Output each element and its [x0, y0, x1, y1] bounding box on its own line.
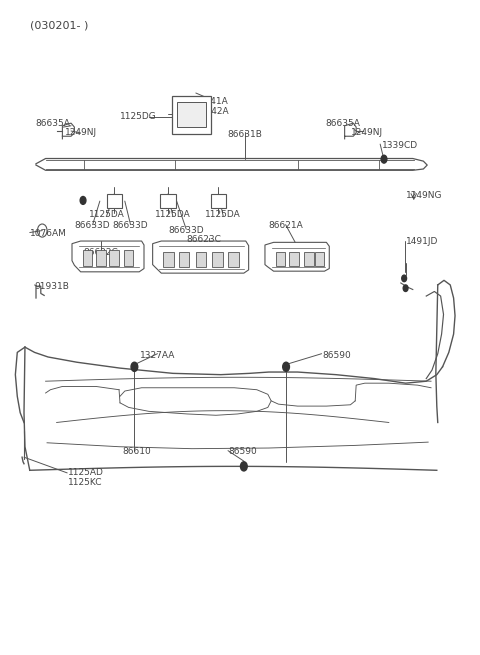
- Text: 86635A: 86635A: [326, 119, 360, 128]
- Bar: [212, 252, 223, 267]
- Text: 86623C: 86623C: [187, 234, 221, 244]
- Circle shape: [240, 462, 247, 471]
- Bar: [304, 252, 314, 266]
- Text: 1125DA: 1125DA: [155, 210, 191, 219]
- Bar: [83, 250, 92, 266]
- Bar: [179, 252, 189, 267]
- Polygon shape: [265, 242, 329, 271]
- Polygon shape: [72, 241, 144, 272]
- Text: 91931B: 91931B: [35, 282, 70, 291]
- Text: 1125DA: 1125DA: [205, 210, 241, 219]
- Text: 86641A: 86641A: [194, 97, 228, 106]
- Bar: [109, 250, 119, 266]
- Bar: [211, 194, 226, 208]
- Text: 86610: 86610: [122, 447, 151, 457]
- Polygon shape: [153, 241, 249, 273]
- Bar: [289, 252, 299, 266]
- Text: 86635A: 86635A: [36, 119, 70, 128]
- Text: 1249NJ: 1249NJ: [65, 128, 96, 138]
- Text: (030201- ): (030201- ): [30, 21, 88, 31]
- Bar: [196, 252, 206, 267]
- Bar: [124, 250, 133, 266]
- Circle shape: [402, 275, 407, 282]
- Text: 1076AM: 1076AM: [30, 229, 67, 238]
- Text: 1125AD: 1125AD: [68, 468, 104, 477]
- Bar: [163, 252, 174, 267]
- Circle shape: [381, 155, 387, 163]
- Bar: [107, 194, 122, 208]
- Text: 1327AA: 1327AA: [140, 350, 175, 360]
- Text: 1249NJ: 1249NJ: [351, 128, 383, 138]
- Circle shape: [403, 285, 408, 291]
- Text: 1491JD: 1491JD: [406, 236, 438, 246]
- Bar: [160, 194, 176, 208]
- Bar: [96, 250, 106, 266]
- Text: 86631B: 86631B: [228, 130, 262, 139]
- Text: 86633D: 86633D: [75, 221, 110, 231]
- Text: 86590: 86590: [228, 447, 257, 457]
- Text: 1125KC: 1125KC: [68, 478, 103, 487]
- Text: 1125DG: 1125DG: [120, 112, 156, 121]
- Text: 1249NG: 1249NG: [406, 191, 442, 200]
- Bar: [177, 102, 206, 127]
- Bar: [228, 252, 239, 267]
- Text: 86590: 86590: [323, 350, 351, 360]
- Circle shape: [283, 362, 289, 371]
- Circle shape: [80, 196, 86, 204]
- Bar: [315, 252, 324, 266]
- Text: 86633D: 86633D: [113, 221, 148, 231]
- Bar: [276, 252, 285, 266]
- Text: 86642A: 86642A: [194, 107, 228, 116]
- Bar: [172, 96, 211, 134]
- Text: 86621A: 86621A: [268, 221, 303, 231]
- Text: 1125DA: 1125DA: [89, 210, 124, 219]
- Circle shape: [131, 362, 138, 371]
- Text: 86633D: 86633D: [168, 226, 204, 235]
- Text: 1339CD: 1339CD: [382, 141, 418, 150]
- Text: 86622C: 86622C: [84, 248, 118, 257]
